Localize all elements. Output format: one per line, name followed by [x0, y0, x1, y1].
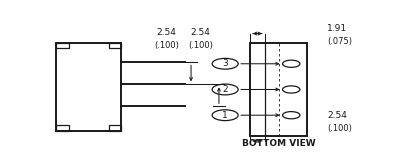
- Text: BOTTOM VIEW: BOTTOM VIEW: [242, 139, 316, 148]
- Bar: [109, 43, 121, 48]
- Text: 1.91: 1.91: [328, 24, 348, 33]
- Text: 3: 3: [222, 59, 228, 68]
- Bar: [250, 43, 307, 136]
- Text: (.100): (.100): [188, 41, 213, 50]
- Text: 2.54: 2.54: [156, 28, 176, 37]
- Text: 2: 2: [222, 85, 228, 94]
- Bar: [56, 125, 69, 131]
- Text: 2.54: 2.54: [328, 111, 347, 120]
- Bar: [56, 43, 121, 131]
- Text: (.100): (.100): [328, 124, 352, 133]
- Text: (.075): (.075): [328, 37, 352, 46]
- Text: (.100): (.100): [154, 41, 179, 50]
- Bar: [109, 125, 121, 131]
- Bar: [56, 43, 69, 48]
- Text: 1: 1: [222, 111, 228, 120]
- Text: 2.54: 2.54: [190, 28, 210, 37]
